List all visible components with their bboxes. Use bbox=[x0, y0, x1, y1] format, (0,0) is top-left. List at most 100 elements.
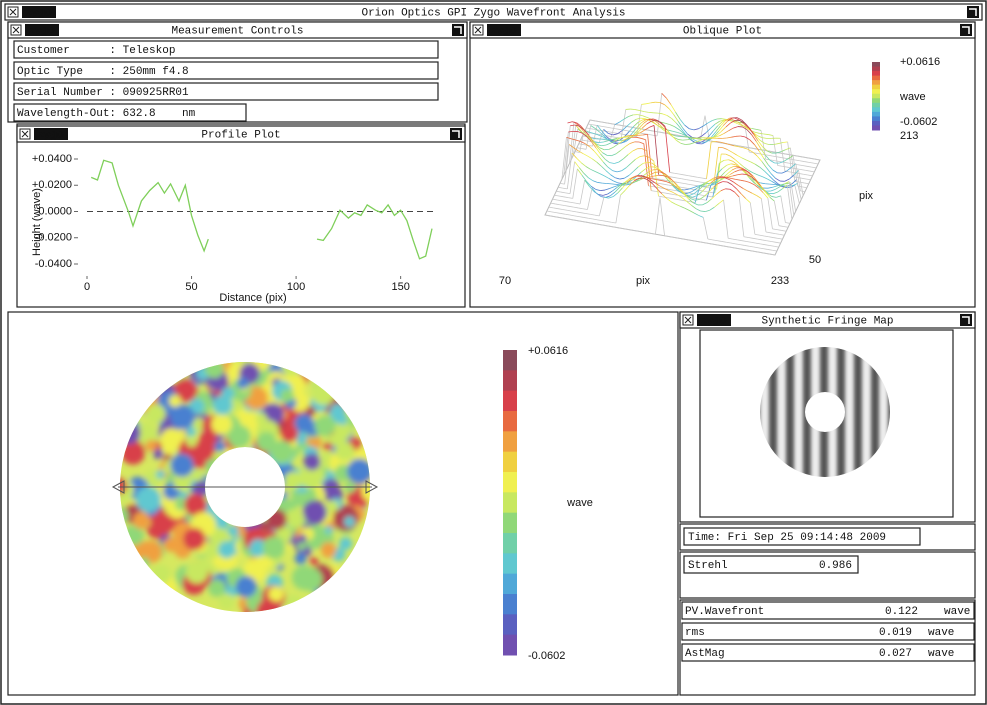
logo-box bbox=[487, 24, 521, 36]
surface-line bbox=[734, 145, 739, 148]
title: Orion Optics GPI Zygo Wavefront Analysis bbox=[361, 7, 625, 19]
x-tick-label: 100 bbox=[287, 281, 305, 293]
surface-line bbox=[571, 210, 577, 213]
surface-line bbox=[607, 166, 613, 171]
surface-line bbox=[753, 184, 759, 189]
surface-line bbox=[744, 245, 750, 247]
surface-line bbox=[657, 169, 663, 173]
surface-line bbox=[719, 171, 726, 178]
surface-line bbox=[670, 104, 676, 113]
field-text: Wavelength-Out: 632.8 nm bbox=[17, 108, 196, 120]
surface-line bbox=[590, 125, 596, 129]
close-icon bbox=[472, 24, 484, 36]
surface-line bbox=[745, 159, 751, 163]
surface-line bbox=[557, 208, 563, 210]
surface-line bbox=[674, 185, 680, 190]
surface-line bbox=[641, 103, 647, 105]
surface-line bbox=[726, 241, 731, 244]
surface-line bbox=[679, 119, 686, 126]
surface-line bbox=[661, 179, 667, 181]
surface-line bbox=[620, 190, 626, 196]
surface-line bbox=[796, 179, 802, 200]
map-blob bbox=[218, 593, 235, 610]
surface-line bbox=[583, 129, 589, 136]
map-blob bbox=[168, 394, 181, 408]
surface-line bbox=[755, 180, 761, 187]
surface-line bbox=[776, 195, 781, 198]
surface-line bbox=[744, 122, 750, 153]
surface-line bbox=[569, 214, 575, 217]
surface-line bbox=[641, 123, 647, 129]
surface-line bbox=[733, 121, 739, 125]
surface-line bbox=[624, 129, 630, 132]
surface-line bbox=[651, 178, 657, 181]
surface-line bbox=[767, 154, 773, 157]
surface-line bbox=[626, 135, 632, 138]
surface-line bbox=[795, 163, 801, 191]
surface-line bbox=[594, 141, 600, 144]
colorbar-max: +0.0616 bbox=[900, 56, 940, 68]
map-blob bbox=[298, 567, 323, 592]
surface-line bbox=[597, 182, 603, 184]
surface-line bbox=[701, 241, 707, 244]
surface-line bbox=[691, 204, 697, 210]
surface-line bbox=[598, 156, 604, 163]
surface-line bbox=[764, 235, 769, 238]
surface-line bbox=[658, 131, 664, 134]
surface-line bbox=[698, 215, 704, 218]
surface-line bbox=[612, 170, 618, 173]
colorbar-swatch bbox=[872, 120, 880, 126]
surface-line bbox=[753, 246, 759, 249]
surface-line bbox=[646, 173, 652, 178]
surface-line bbox=[614, 161, 620, 164]
result-unit: wave bbox=[944, 606, 970, 618]
surface-line bbox=[598, 194, 604, 196]
surface-line bbox=[664, 235, 670, 237]
surface-line bbox=[719, 245, 725, 247]
colorbar-swatch bbox=[872, 62, 880, 68]
surface-line bbox=[728, 127, 734, 132]
surface-line bbox=[729, 165, 735, 169]
surface-line bbox=[636, 122, 642, 129]
surface-line bbox=[739, 163, 745, 168]
surface-line bbox=[661, 93, 667, 99]
surface-line bbox=[689, 193, 695, 196]
surface-line bbox=[760, 148, 766, 156]
map-blob bbox=[262, 402, 284, 425]
surface-line bbox=[640, 155, 645, 157]
map-blob bbox=[280, 388, 294, 403]
surface-line bbox=[803, 173, 808, 176]
surface-line bbox=[748, 127, 754, 135]
surface-line bbox=[575, 202, 581, 205]
surface-line bbox=[699, 138, 704, 142]
surface-line bbox=[570, 201, 576, 204]
field-text: Serial Number : 090925RR01 bbox=[17, 87, 189, 99]
logo: zygo bbox=[26, 6, 51, 18]
surface-line bbox=[773, 200, 780, 226]
surface-line bbox=[588, 177, 594, 182]
surface-line bbox=[698, 125, 704, 130]
surface-line bbox=[730, 120, 736, 123]
surface-line bbox=[724, 117, 730, 122]
surface-line bbox=[738, 248, 743, 250]
surface-line bbox=[658, 185, 664, 189]
map-blob bbox=[186, 435, 198, 448]
surface-line bbox=[625, 183, 630, 186]
surface-line bbox=[683, 195, 689, 198]
surface-line bbox=[580, 141, 586, 144]
surface-line bbox=[780, 195, 786, 223]
colorbar-swatch bbox=[872, 71, 880, 77]
colorbar-swatch bbox=[503, 472, 517, 493]
surface-line bbox=[618, 158, 624, 163]
surface-line bbox=[772, 228, 778, 231]
surface-line bbox=[611, 136, 617, 138]
surface-line bbox=[605, 170, 611, 176]
map-blob bbox=[213, 555, 226, 568]
surface-line bbox=[707, 178, 713, 182]
surface-line bbox=[770, 232, 776, 235]
map-blob bbox=[294, 552, 307, 565]
field-text: Optic Type : 250mm f4.8 bbox=[17, 66, 189, 78]
surface-line bbox=[694, 140, 700, 143]
surface-line bbox=[729, 188, 735, 193]
surface-line bbox=[626, 126, 632, 128]
